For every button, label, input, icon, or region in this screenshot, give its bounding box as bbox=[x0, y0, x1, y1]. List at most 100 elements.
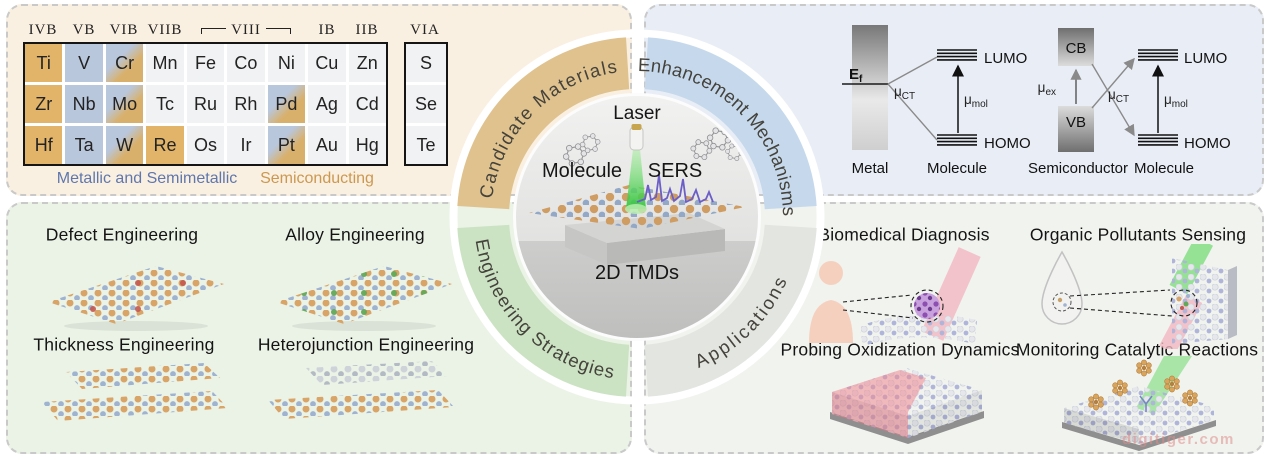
element-cell: Ir bbox=[227, 126, 265, 164]
semiconductor-axis-label: Semiconductor bbox=[1028, 160, 1128, 177]
patient-silhouette bbox=[809, 261, 853, 343]
fermi-level-label: Ef bbox=[849, 66, 863, 85]
element-cell: Fe bbox=[186, 44, 225, 82]
magnifier-circle bbox=[1170, 289, 1198, 317]
group-header-ivb: IVB bbox=[28, 22, 58, 38]
element-cell: Cd bbox=[348, 85, 386, 123]
cell-spot bbox=[914, 293, 940, 319]
mu-ct-label: μCT bbox=[894, 84, 915, 102]
monitoring-catalytic-reactions-label: Monitoring Catalytic Reactions bbox=[1015, 339, 1259, 360]
substrate-base bbox=[1062, 420, 1216, 451]
element-cell: Hf bbox=[25, 126, 63, 164]
laser-tip bbox=[629, 126, 644, 151]
white-gap-ring bbox=[449, 29, 825, 405]
element-cell: Re bbox=[146, 126, 184, 164]
group-header-vb: VB bbox=[72, 22, 96, 38]
element-cell: Se bbox=[406, 85, 446, 123]
thickness-engineering-label: Thickness Engineering bbox=[33, 334, 215, 355]
raman-spectrum bbox=[636, 174, 714, 204]
homo-levels bbox=[936, 134, 978, 146]
element-cell: Ag bbox=[308, 85, 346, 123]
transition-metal-table: Ti V Cr Mn Fe Co Ni Cu Zn Zr Nb Mo Tc Ru… bbox=[23, 42, 388, 166]
defect-engineering-label: Defect Engineering bbox=[45, 224, 199, 245]
central-emblem: Candidate Materials Enhancement Mechanis… bbox=[449, 29, 825, 405]
magnifier-circle bbox=[910, 289, 944, 323]
energy-level-diagrams: Ef μCT μmol LUMO HOMO Metal Molecule CB … bbox=[842, 25, 1231, 177]
element-cell: Mo bbox=[105, 85, 144, 123]
molecule-label: Molecule bbox=[542, 160, 622, 182]
legend-semiconducting: Semiconducting bbox=[260, 170, 374, 187]
group-header-iib: IIB bbox=[355, 22, 379, 38]
bracket-left-line bbox=[201, 27, 227, 34]
element-cell: Au bbox=[308, 126, 346, 164]
biomedical-diagnosis-illustration bbox=[809, 247, 981, 346]
element-cell: W bbox=[105, 126, 144, 164]
alloy-engineering-illustration bbox=[276, 266, 452, 331]
group-header-vib: VIB bbox=[109, 22, 139, 38]
organic-pollutants-sensing-illustration bbox=[1041, 244, 1237, 349]
arc-engineering-strategies bbox=[457, 224, 630, 397]
group-header-ib: IB bbox=[318, 22, 336, 38]
flexible-substrate bbox=[859, 314, 977, 346]
element-cell: Pd bbox=[267, 85, 306, 123]
lumo-label: LUMO bbox=[984, 50, 1027, 67]
alloy-engineering-label: Alloy Engineering bbox=[285, 224, 425, 245]
organic-pollutants-sensing-label: Organic Pollutants Sensing bbox=[1029, 224, 1247, 245]
photo-rim bbox=[513, 93, 761, 341]
mu-mol-label: μmol bbox=[1164, 92, 1188, 110]
probe-molecule bbox=[1139, 395, 1153, 412]
heterojunction-engineering-illustration bbox=[268, 361, 454, 419]
lumo-label: LUMO bbox=[1184, 50, 1227, 67]
sensing-substrate bbox=[1172, 258, 1228, 344]
laser-beam bbox=[626, 149, 646, 209]
cb-to-homo-line bbox=[1091, 63, 1135, 137]
element-cell: S bbox=[406, 44, 446, 82]
conduction-band bbox=[1058, 28, 1094, 66]
arc-applications bbox=[644, 224, 817, 397]
lumo-levels bbox=[936, 49, 978, 61]
legend-metallic: Metallic and Semimetallic bbox=[56, 170, 238, 187]
element-cell: Cu bbox=[308, 44, 346, 82]
arc-enhancement-mechanisms bbox=[644, 37, 817, 210]
defect-engineering-illustration bbox=[48, 266, 224, 331]
element-cell: Ni bbox=[267, 44, 306, 82]
homo-label: HOMO bbox=[1184, 135, 1231, 152]
element-cell: Os bbox=[186, 126, 225, 164]
metal-axis-label: Metal bbox=[852, 160, 889, 177]
tmd-lattice bbox=[1064, 386, 1214, 429]
substrate-label: 2D TMDs bbox=[595, 262, 679, 284]
element-cell: Te bbox=[406, 126, 446, 164]
element-cell: Tc bbox=[146, 85, 184, 123]
water-droplet bbox=[1041, 250, 1083, 325]
biomedical-diagnosis-label: Biomedical Diagnosis bbox=[818, 224, 990, 245]
oxidized-region bbox=[832, 370, 926, 438]
vb-to-lumo-line bbox=[1091, 57, 1135, 109]
element-cell: Ru bbox=[186, 85, 225, 123]
element-cell: Ti bbox=[25, 44, 63, 82]
chalcogen-table: S Se Te bbox=[404, 42, 448, 166]
semiconductor-molecule-diagram: CB VB μex μCT μmol LUMO HOMO Semiconduct… bbox=[1028, 28, 1231, 177]
homo-levels bbox=[1137, 134, 1179, 146]
sers-label: SERS bbox=[648, 160, 702, 182]
valence-band bbox=[1058, 106, 1094, 152]
probing-oxidization-dynamics-illustration bbox=[830, 368, 984, 444]
substrate-slab bbox=[607, 229, 725, 265]
cb-label: CB bbox=[1066, 40, 1087, 57]
molecule-flower bbox=[1136, 359, 1152, 377]
group-header-viii-bracket: VIII bbox=[188, 22, 304, 39]
probing-oxidization-dynamics-label: Probing Oxidization Dynamics bbox=[780, 339, 1020, 360]
element-cell: Zn bbox=[348, 44, 386, 82]
watermark: digitiger.com bbox=[1122, 431, 1235, 448]
group-header-viib: VIIB bbox=[147, 22, 183, 38]
molecule-axis-label: Molecule bbox=[1134, 160, 1194, 177]
sers-photo: Laser Molecule SERS 2D TMDs bbox=[515, 95, 759, 339]
mu-ex-label: μex bbox=[1038, 80, 1056, 98]
monitoring-catalytic-reactions-illustration bbox=[1062, 356, 1216, 451]
laser-label: Laser bbox=[613, 103, 661, 124]
bracket-right-line bbox=[265, 27, 291, 34]
element-cell: Nb bbox=[65, 85, 103, 123]
mu-ct-label: μCT bbox=[1108, 87, 1129, 105]
thickness-engineering-illustration bbox=[42, 363, 228, 421]
vb-label: VB bbox=[1066, 114, 1086, 131]
